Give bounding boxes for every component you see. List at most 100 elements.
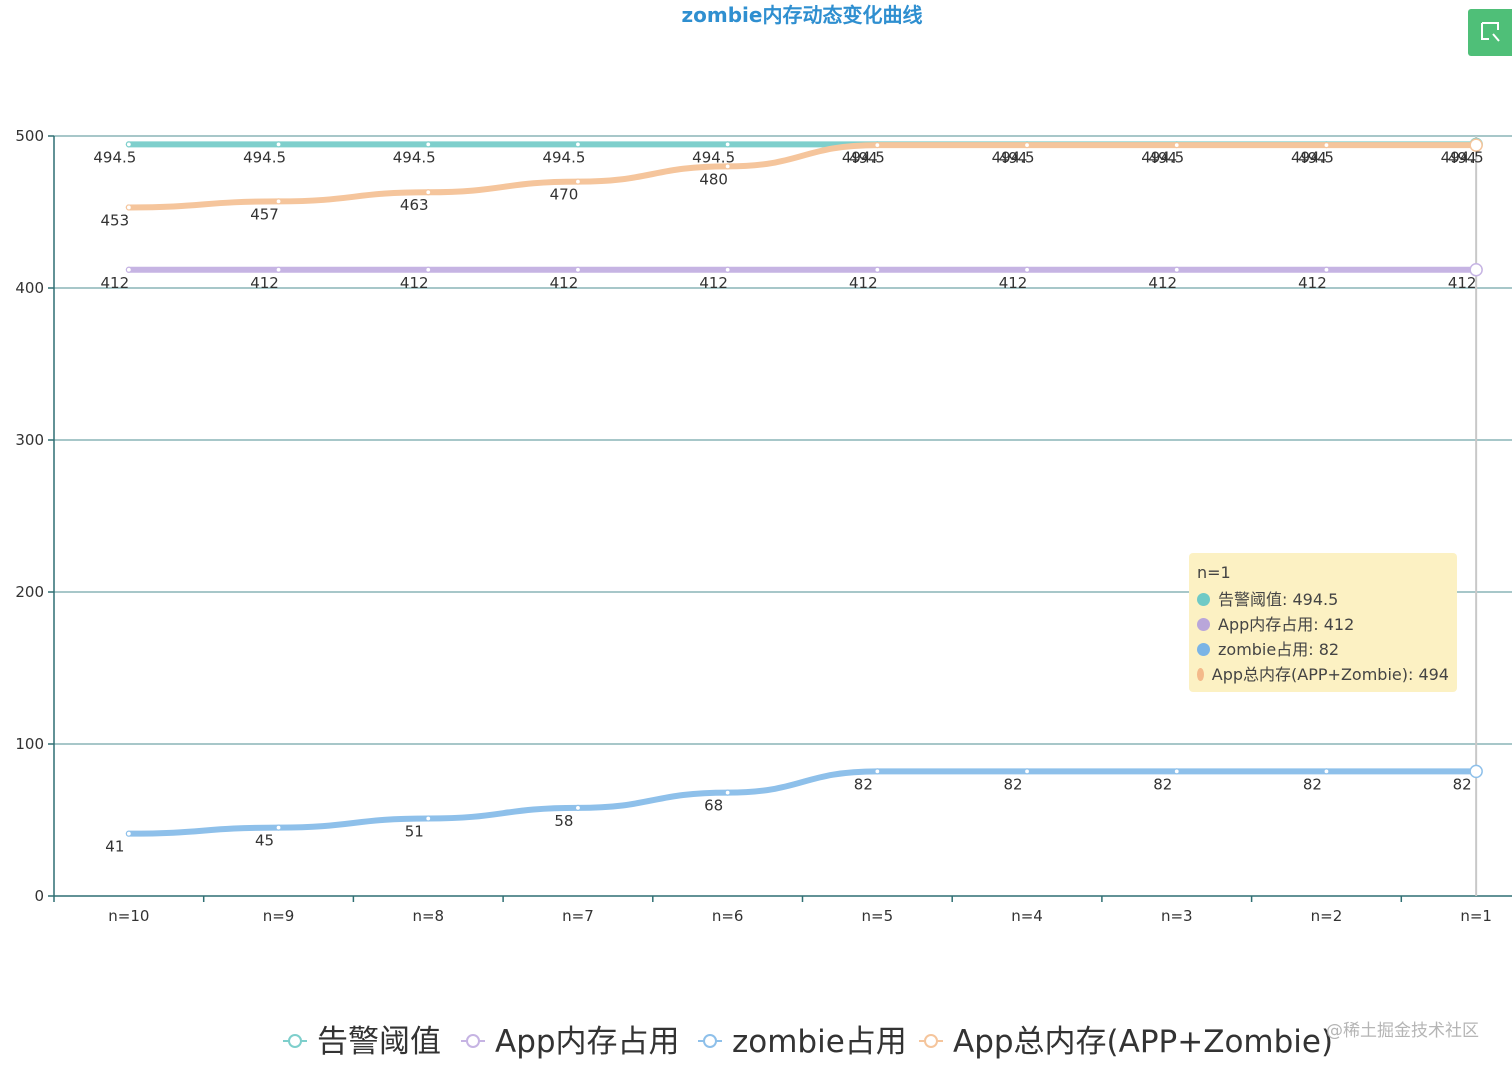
data-label: 412 [1448,274,1477,292]
data-label: 41 [105,838,124,856]
legend[interactable]: 告警阈值 App内存占用 zombie占用 App总内存(APP+Zombie) [283,1024,1333,1060]
data-point [724,789,731,796]
x-tick-label: n=10 [108,907,149,925]
y-tick-label: 300 [15,431,44,449]
series-marker-icon [1197,668,1204,681]
data-point [724,163,731,170]
data-point [125,266,132,273]
data-point [1323,142,1330,149]
chart-title: zombie内存动态变化曲线 [682,3,923,27]
data-label: 412 [1148,274,1177,292]
data-point [724,141,731,148]
tooltip-row: 告警阈值: 494.5 [1197,587,1449,612]
data-point [275,266,282,273]
data-label: 494 [1148,149,1177,167]
tooltip-row: App内存占用: 412 [1197,612,1449,637]
data-point [1469,138,1483,152]
data-point [425,815,432,822]
x-tick-label: n=1 [1460,907,1492,925]
tooltip-row-text: zombie占用: 82 [1218,640,1340,659]
data-label: 494.5 [1441,148,1484,166]
data-label: 494.5 [243,148,286,166]
data-point [574,141,582,148]
legend-label: App内存占用 [495,1024,680,1060]
legend-item[interactable]: zombie占用 [698,1024,907,1060]
tooltip-row: zombie占用: 82 [1197,637,1449,662]
legend-marker-icon [924,1034,938,1048]
data-label: 453 [101,211,130,229]
y-tick-label: 100 [15,735,44,753]
data-label: 494.5 [393,148,436,166]
x-tick-label: n=2 [1311,907,1343,925]
data-label: 82 [1453,775,1472,793]
data-point [275,141,282,148]
data-point [425,141,432,148]
data-point [874,768,881,775]
data-point [275,198,282,205]
data-label: 412 [1298,274,1327,292]
legend-item[interactable]: App总内存(APP+Zombie) [919,1024,1333,1060]
tooltip: n=1 告警阈值: 494.5 App内存占用: 412 zombie占用: 8… [1189,553,1457,692]
data-point [425,266,432,273]
data-label: 82 [1153,775,1172,793]
legend-item[interactable]: App内存占用 [461,1024,680,1060]
x-tick-label: n=3 [1161,907,1193,925]
legend-label: zombie占用 [732,1024,907,1060]
axes: 0 100 200 300 400 500 n=10 n=9 n=8 n=7 n=6 n=5 n=4 n=… [15,127,1512,925]
data-label: 82 [1004,775,1023,793]
data-label: 494.5 [1141,148,1184,166]
data-zoom-button[interactable] [1468,9,1512,56]
x-tick-label: n=9 [263,907,295,925]
data-label: 494.5 [1291,148,1334,166]
data-point [1173,266,1180,273]
x-tick-label: n=8 [412,907,444,925]
series-line [125,142,1480,211]
data-label: 494.5 [992,148,1035,166]
data-point [574,266,582,273]
data-point [724,266,731,273]
data-point [1023,768,1031,775]
data-label: 412 [550,274,579,292]
legend-marker-icon [703,1034,717,1048]
data-label: 494.5 [93,148,136,166]
data-point [125,830,132,837]
y-tick-label: 200 [15,583,44,601]
legend-marker-icon [288,1034,302,1048]
data-label: 45 [255,832,274,850]
data-label: 58 [554,812,573,830]
x-tick-label: n=7 [562,907,594,925]
data-point [1173,142,1180,149]
data-labels: 494.5 494.5 494.5 494.5 494.5 494.5 494.5 494.5… [93,148,1483,855]
y-tick-label: 0 [34,887,44,905]
series-marker-icon [1197,593,1210,606]
data-label: 412 [250,274,279,292]
data-label: 412 [400,274,429,292]
data-point [125,141,132,148]
data-label: 412 [101,274,130,292]
data-point [1023,266,1031,273]
legend-marker-icon [466,1034,480,1048]
data-point [1469,263,1483,277]
data-label: 494 [1298,149,1327,167]
data-label: 68 [704,797,723,815]
y-tick-label: 400 [15,279,44,297]
tooltip-row: App总内存(APP+Zombie): 494 [1197,662,1449,687]
data-label: 494.5 [692,148,735,166]
data-point [1173,768,1180,775]
watermark: @稀土掘金技术社区 [1326,1021,1479,1041]
data-label: 494.5 [842,148,885,166]
data-label: 82 [1303,775,1322,793]
data-zoom-icon [1481,22,1500,42]
data-label: 470 [550,186,579,204]
data-label: 412 [999,274,1028,292]
data-label: 480 [699,170,728,188]
data-label: 82 [854,775,873,793]
x-tick-label: n=5 [862,907,894,925]
legend-label: 告警阈值 [317,1024,441,1060]
legend-item[interactable]: 告警阈值 [283,1024,441,1060]
data-point [874,142,881,149]
data-point [1023,142,1031,149]
data-label: 494 [1448,149,1477,167]
tooltip-row-text: App内存占用: 412 [1218,615,1355,634]
